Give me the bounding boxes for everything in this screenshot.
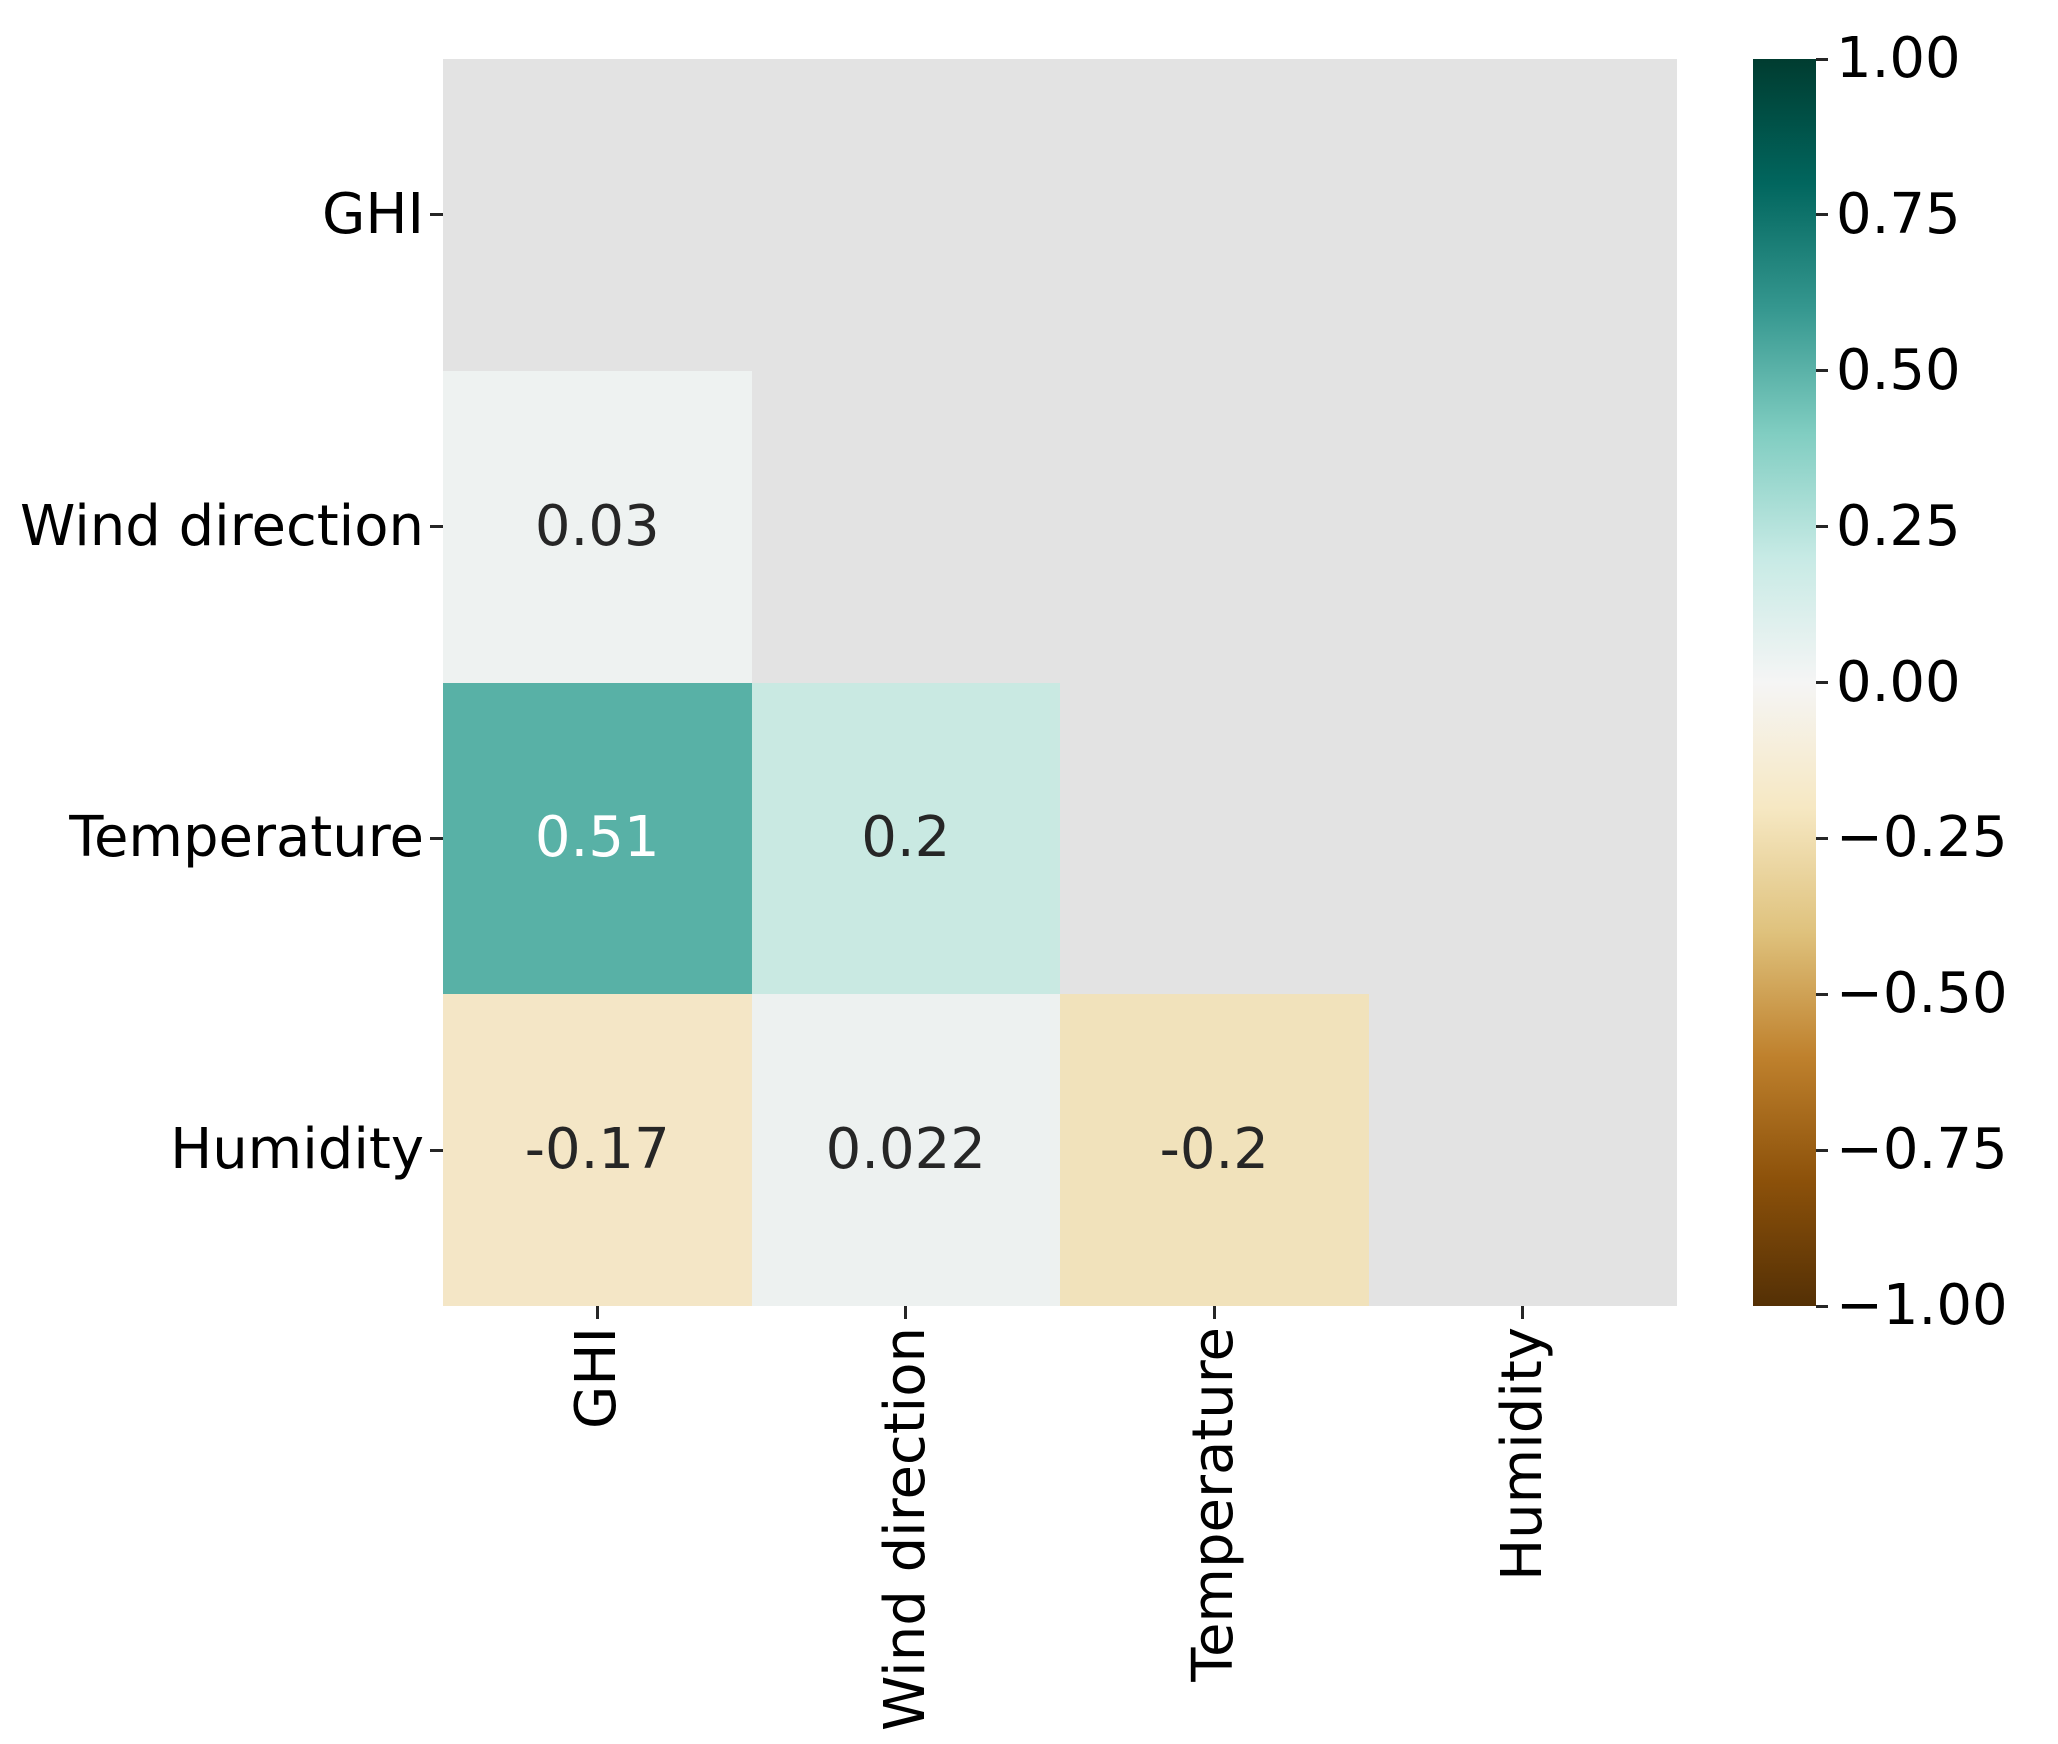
colorbar-tick-mark <box>1816 1304 1828 1308</box>
x-tick-mark <box>1521 1306 1525 1319</box>
heatmap-cell-masked <box>1060 370 1369 683</box>
x-tick-mark <box>1212 1306 1216 1319</box>
colorbar-tick-mark <box>1816 681 1828 684</box>
colorbar-gradient <box>1753 59 1816 1306</box>
y-tick-mark <box>430 213 443 217</box>
colorbar-tick-label: 0.50 <box>1836 337 1961 403</box>
x-tick-label: Humidity <box>1489 1327 1555 1581</box>
heatmap-grid: 0.03 0.51 0.2 -0.17 0.022 -0.2 <box>443 59 1677 1306</box>
colorbar-tick-mark <box>1816 992 1828 996</box>
heatmap-cell: 0.51 <box>443 682 752 995</box>
colorbar-tick-mark <box>1816 213 1828 217</box>
heatmap-cell-masked <box>1368 682 1677 995</box>
cell-annotation: 0.2 <box>861 805 951 871</box>
colorbar-tick-mark <box>1816 836 1828 840</box>
heatmap-cell-masked <box>1060 59 1369 371</box>
heatmap-cell-masked <box>443 59 752 371</box>
cell-annotation: 0.51 <box>534 805 660 871</box>
y-tick-label: Temperature <box>69 805 424 871</box>
colorbar <box>1753 59 1816 1306</box>
cell-annotation: -0.2 <box>1159 1117 1269 1183</box>
colorbar-tick-label: 0.00 <box>1836 649 1961 715</box>
cell-annotation: -0.17 <box>524 1117 670 1183</box>
heatmap-cell-masked <box>751 370 1060 683</box>
colorbar-tick-label: −0.25 <box>1836 805 2008 871</box>
heatmap-cell: 0.2 <box>751 682 1060 995</box>
colorbar-tick-label: −0.75 <box>1836 1117 2008 1183</box>
colorbar-tick-mark <box>1816 1148 1828 1152</box>
y-tick-label: Wind direction <box>20 493 424 559</box>
cell-annotation: 0.022 <box>825 1117 986 1183</box>
colorbar-tick-mark <box>1816 369 1828 373</box>
heatmap-cell: -0.2 <box>1060 994 1369 1306</box>
x-tick-mark <box>904 1306 908 1319</box>
x-tick-label: GHI <box>564 1327 630 1430</box>
heatmap-cell-masked <box>751 59 1060 371</box>
colorbar-tick-label: 0.25 <box>1836 493 1961 559</box>
y-tick-mark <box>430 836 443 840</box>
y-tick-label: Humidity <box>170 1117 424 1183</box>
heatmap-cell: 0.03 <box>443 370 752 683</box>
colorbar-tick-label: 0.75 <box>1836 181 1961 247</box>
x-tick-label: Wind direction <box>872 1327 938 1731</box>
y-tick-mark <box>430 525 443 529</box>
heatmap-cell: -0.17 <box>443 994 752 1306</box>
cell-annotation: 0.03 <box>534 493 660 559</box>
heatmap-cell-masked <box>1368 59 1677 371</box>
colorbar-tick-mark <box>1816 57 1828 61</box>
heatmap-cell: 0.022 <box>751 994 1060 1306</box>
heatmap-cell-masked <box>1060 682 1369 995</box>
colorbar-tick-mark <box>1816 525 1828 529</box>
x-tick-mark <box>595 1306 599 1319</box>
heatmap-cell-masked <box>1368 994 1677 1306</box>
heatmap-cell-masked <box>1368 370 1677 683</box>
colorbar-tick-label: −0.50 <box>1836 961 2008 1027</box>
colorbar-tick-label: 1.00 <box>1836 26 1961 91</box>
y-tick-mark <box>430 1148 443 1152</box>
x-tick-label: Temperature <box>1181 1327 1247 1682</box>
y-tick-label: GHI <box>321 181 424 247</box>
colorbar-tick-label: −1.00 <box>1836 1273 2008 1338</box>
